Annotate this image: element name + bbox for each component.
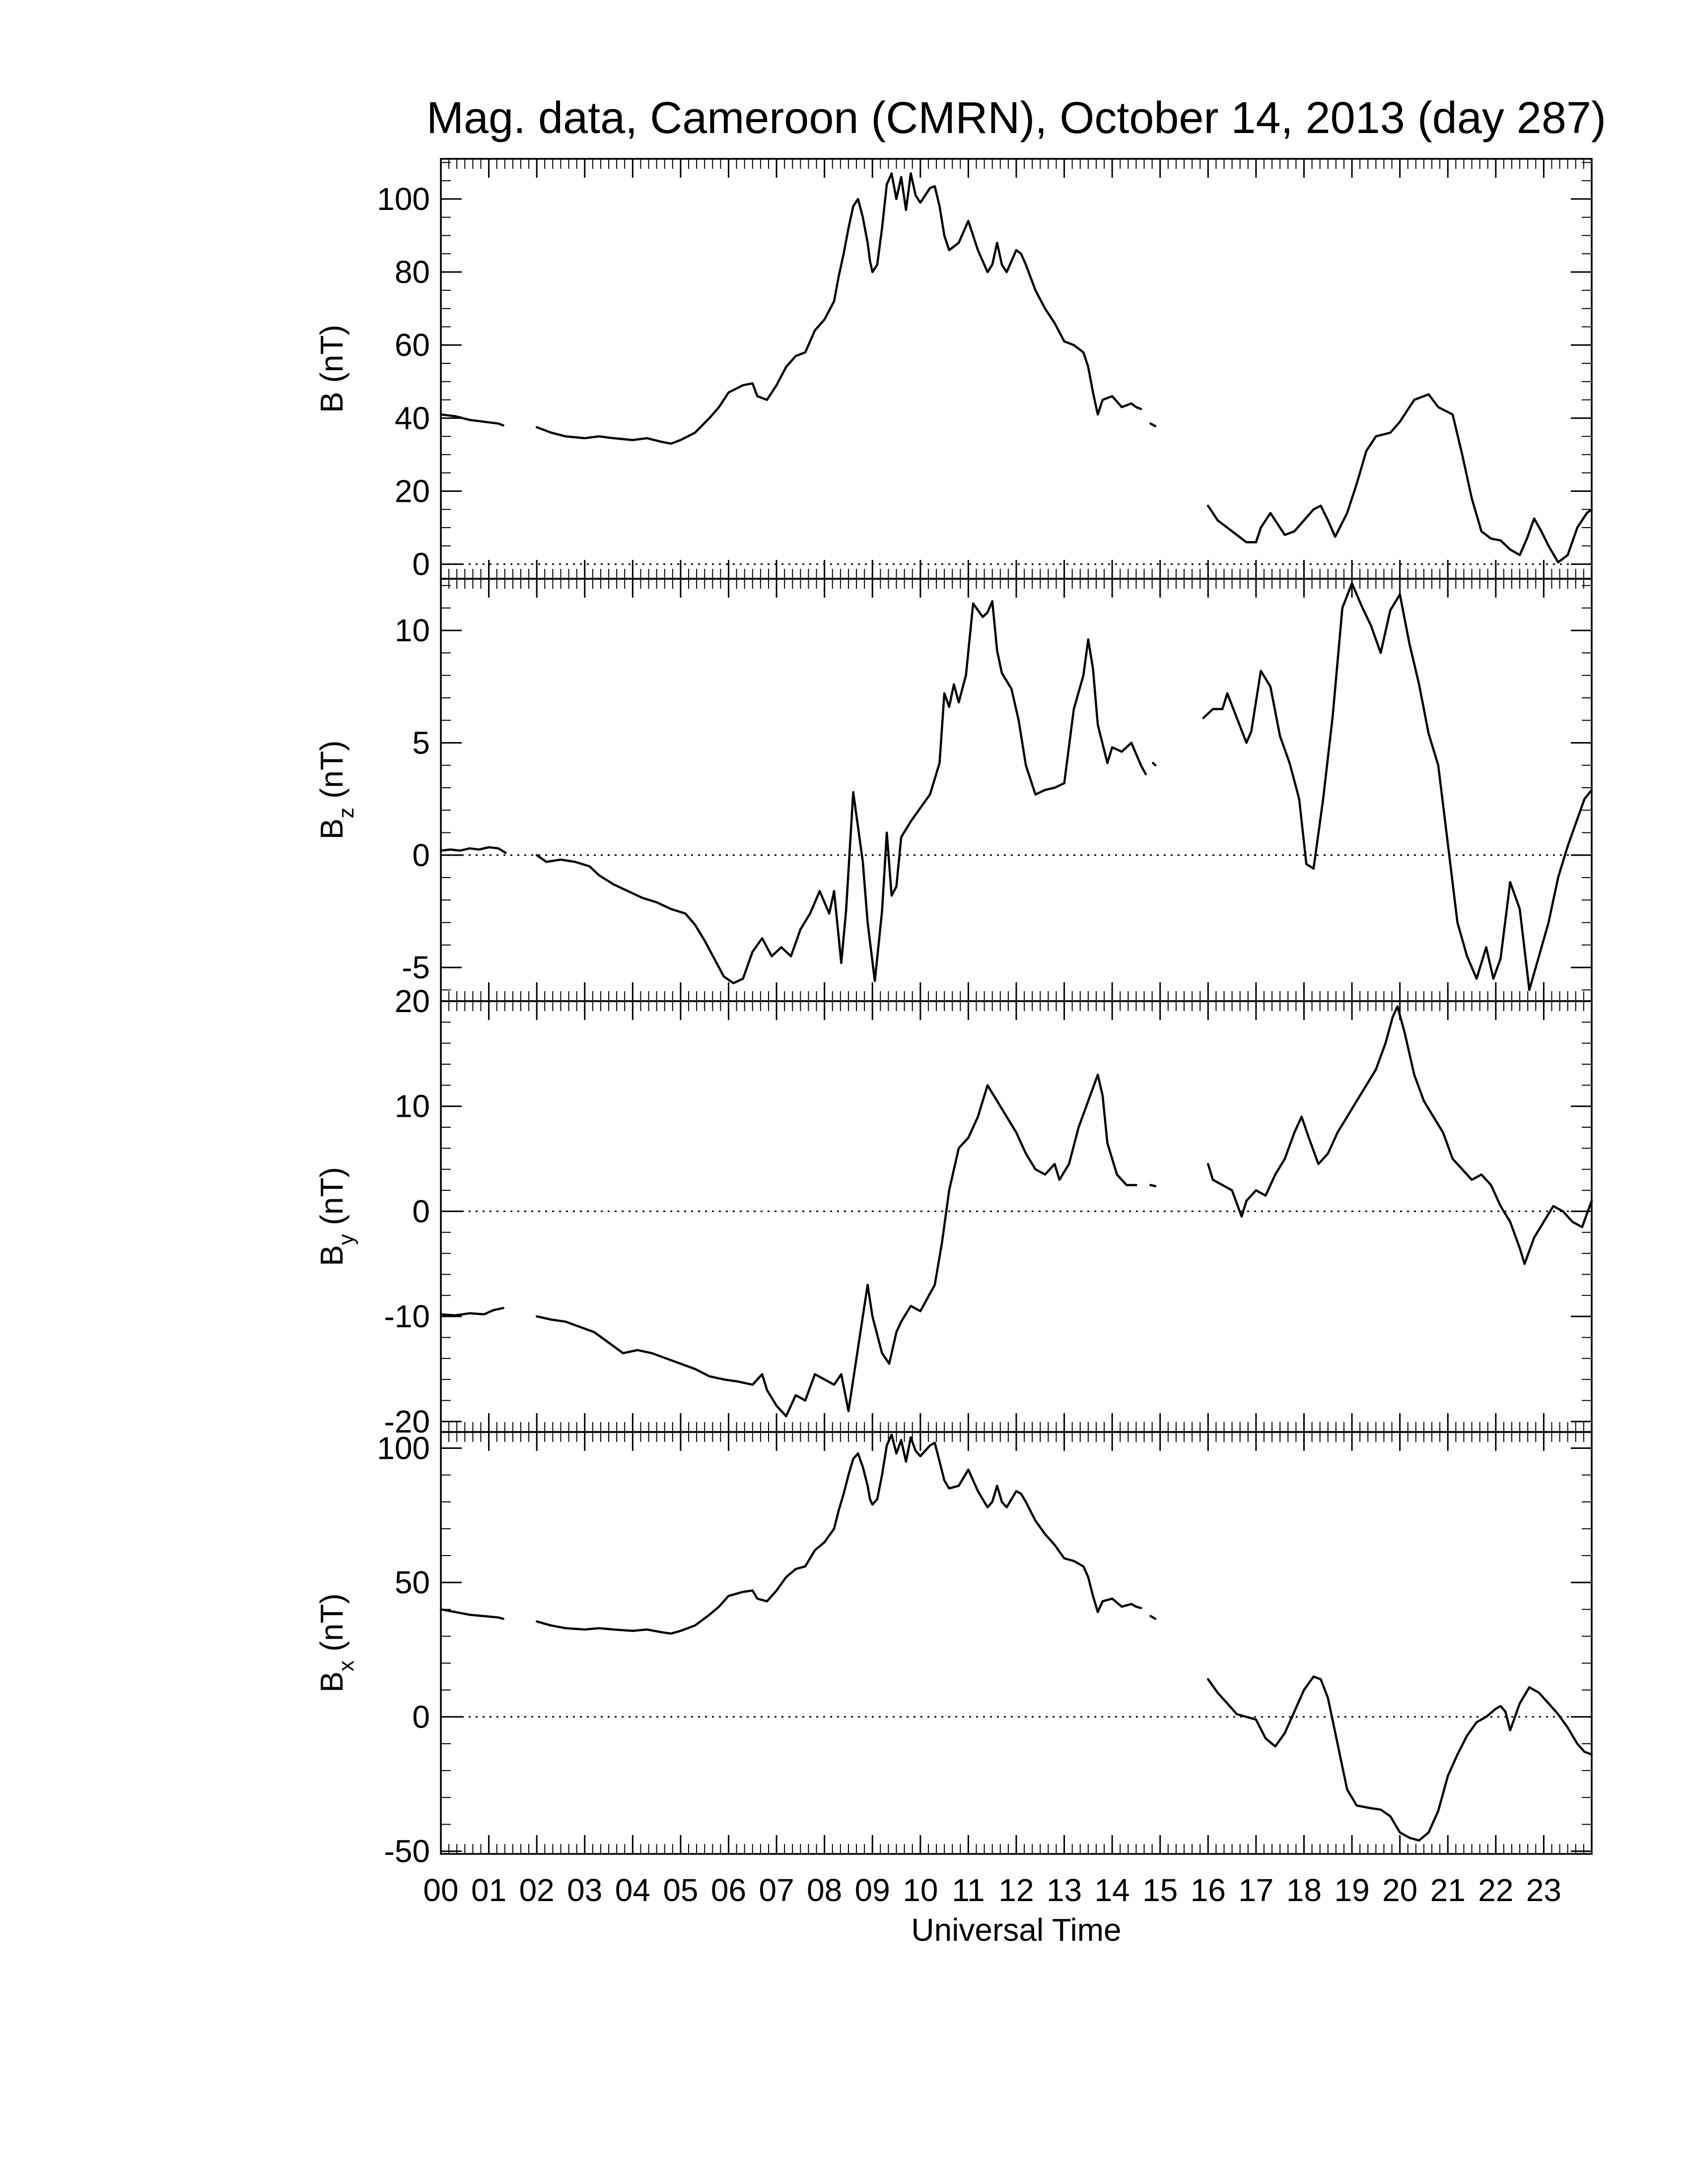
- x-tick-label: 12: [998, 1872, 1034, 1908]
- y-axis-label-unit: (nT): [314, 325, 350, 392]
- y-tick-label: 5: [412, 725, 430, 760]
- x-tick-label: 07: [759, 1872, 794, 1908]
- y-tick-label: 20: [395, 473, 430, 509]
- series-line-by-4: [1207, 1005, 1593, 1265]
- chart-title: Mag. data, Cameroon (CMRN), October 14, …: [426, 93, 1606, 143]
- x-tick-label: 09: [855, 1872, 890, 1908]
- y-tick-label: 0: [412, 1699, 430, 1735]
- x-tick-label: 10: [903, 1872, 938, 1908]
- panel-frame: [440, 1431, 1593, 1855]
- y-axis-label: Bz (nT): [314, 741, 358, 840]
- y-tick-label: -20: [384, 1404, 430, 1439]
- y-axis-label: By (nT): [314, 1167, 358, 1266]
- panel-b: 0 20 40 60 80 100 B (nT): [314, 158, 1593, 582]
- x-tick-label: 19: [1334, 1872, 1369, 1908]
- x-tick-label: 16: [1191, 1872, 1226, 1908]
- x-tick-label: 02: [519, 1872, 555, 1908]
- series-line-bx-2: [535, 1433, 1142, 1635]
- x-tick-label: 04: [615, 1872, 650, 1908]
- y-axis-label-unit: (nT): [314, 1167, 350, 1234]
- series-line-b-1: [439, 413, 504, 427]
- x-tick-label: 06: [711, 1872, 746, 1908]
- y-tick-label: 10: [395, 613, 430, 648]
- series-line-bx-1: [439, 1608, 504, 1620]
- x-tick-label: 00: [423, 1872, 458, 1908]
- x-tick-label: 01: [471, 1872, 506, 1908]
- y-tick-label: 20: [395, 983, 430, 1019]
- panel-by: -20 -10 0 10 20 By (nT): [314, 983, 1593, 1439]
- x-tick-label: 11: [952, 1872, 985, 1908]
- series-line-bx-4: [1207, 1675, 1593, 1842]
- x-tick-label: 23: [1526, 1872, 1561, 1908]
- y-axis-label-subscript: z: [334, 808, 358, 819]
- y-axis-label-unit: (nT): [314, 1593, 350, 1660]
- y-axis-label: B (nT): [314, 325, 350, 413]
- series-line-bz-4: [1202, 582, 1593, 991]
- x-tick-label: 08: [807, 1872, 842, 1908]
- y-axis-label-main: B: [314, 819, 350, 840]
- y-axis-label-main: B: [314, 392, 350, 413]
- series-line-bz-2: [535, 600, 1147, 985]
- panel-bx: -50 0 50 100 Bx (nT): [314, 1430, 1593, 1869]
- series-line-b-2: [535, 172, 1142, 445]
- y-axis-label-subscript: y: [334, 1234, 358, 1245]
- x-tick-label: 18: [1286, 1872, 1322, 1908]
- x-tick-label: 15: [1142, 1872, 1178, 1908]
- y-tick-label: 40: [395, 400, 430, 436]
- y-tick-label: 0: [412, 546, 430, 582]
- series-line-by-2: [535, 1073, 1137, 1418]
- y-tick-label: -50: [384, 1834, 430, 1869]
- y-tick-label: 100: [377, 1430, 430, 1466]
- series-line-by-1: [439, 1306, 504, 1317]
- x-tick-label: 14: [1095, 1872, 1130, 1908]
- y-axis-label-main: B: [314, 1671, 350, 1693]
- y-tick-label: -10: [384, 1298, 430, 1334]
- y-tick-label: 0: [412, 1193, 430, 1229]
- x-tick-label: 20: [1382, 1872, 1417, 1908]
- series-line-bz-3: [1152, 761, 1157, 766]
- x-tick-label: 21: [1430, 1872, 1466, 1908]
- y-tick-label: 80: [395, 254, 430, 290]
- x-axis-label: Universal Time: [911, 1912, 1121, 1948]
- y-tick-label: 0: [412, 837, 430, 873]
- y-axis-label-unit: (nT): [314, 741, 350, 808]
- y-axis-label-main: B: [314, 1245, 350, 1266]
- x-tick-label: 22: [1478, 1872, 1513, 1908]
- x-tick-label: 17: [1238, 1872, 1273, 1908]
- series-line-b-3: [1149, 422, 1157, 427]
- y-tick-label: -5: [402, 950, 430, 985]
- x-tick-label: 13: [1047, 1872, 1082, 1908]
- series-line-bz-1: [439, 846, 507, 854]
- y-tick-label: 10: [395, 1089, 430, 1124]
- series-line-b-4: [1207, 393, 1593, 564]
- y-tick-label: 50: [395, 1565, 430, 1600]
- y-tick-label: 100: [377, 181, 430, 217]
- series-line-by-3: [1149, 1184, 1157, 1187]
- x-tick-label: 05: [663, 1872, 698, 1908]
- x-tick-labels: 00 01 02 03 04 05 06 07 08 09 10 11 12 13 14 15 16 17 18 19…: [423, 1872, 1561, 1908]
- y-axis-label-subscript: x: [334, 1660, 358, 1671]
- y-tick-label: 60: [395, 327, 430, 363]
- x-tick-label: 03: [567, 1872, 602, 1908]
- y-axis-label: Bx (nT): [314, 1593, 358, 1693]
- series-line-bx-3: [1149, 1615, 1157, 1620]
